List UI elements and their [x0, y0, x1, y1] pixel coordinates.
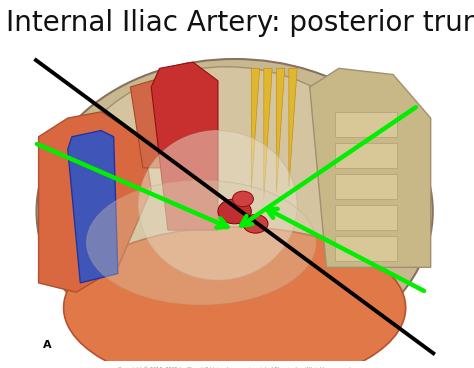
Text: Internal Iliac Artery: posterior trunk: Internal Iliac Artery: posterior trunk: [6, 9, 474, 37]
Ellipse shape: [87, 180, 316, 305]
Circle shape: [218, 199, 251, 224]
Bar: [335, 112, 397, 137]
Ellipse shape: [64, 67, 389, 331]
Bar: [335, 236, 397, 261]
Text: Copyright © 2010, 2005 by Churchill Livingstone, an imprint of Elsevier Inc. All: Copyright © 2010, 2005 by Churchill Livi…: [118, 367, 352, 368]
Ellipse shape: [64, 227, 406, 368]
Polygon shape: [38, 112, 151, 292]
Polygon shape: [251, 68, 260, 190]
Bar: [335, 205, 397, 230]
Polygon shape: [289, 68, 297, 187]
Circle shape: [233, 191, 254, 207]
Circle shape: [243, 215, 268, 233]
Polygon shape: [151, 62, 218, 230]
Polygon shape: [264, 68, 272, 199]
Bar: [335, 174, 397, 199]
Polygon shape: [276, 68, 285, 193]
Text: A: A: [43, 340, 51, 350]
Polygon shape: [68, 131, 118, 283]
Polygon shape: [130, 75, 201, 168]
Ellipse shape: [139, 131, 297, 280]
Polygon shape: [310, 68, 431, 267]
Ellipse shape: [36, 59, 433, 364]
Bar: [335, 143, 397, 168]
